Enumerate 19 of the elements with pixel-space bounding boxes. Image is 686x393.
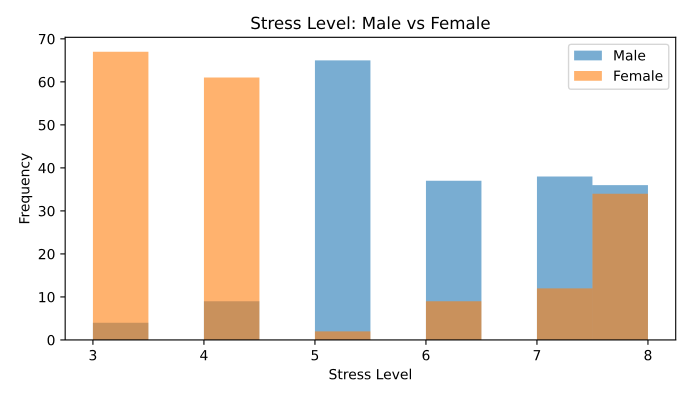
x-tick-label: 4: [200, 350, 208, 360]
y-tick-label: 70: [38, 34, 55, 44]
y-tick-label: 60: [38, 76, 55, 88]
legend-label: Female: [614, 70, 662, 81]
x-tick-label: 6: [422, 350, 430, 360]
legend-label: Male: [614, 50, 646, 61]
y-tick-label: 30: [38, 206, 55, 216]
y-tick-label: 50: [38, 120, 55, 130]
x-tick-label: 7: [534, 350, 540, 360]
y-tick-label: 10: [39, 292, 55, 302]
x-tick-label: 5: [312, 350, 318, 360]
y-tick-label: 20: [38, 248, 55, 260]
x-tick-label: 8: [644, 350, 652, 360]
y-tick-label: 0: [48, 334, 55, 346]
y-axis-title: Frequency: [19, 153, 32, 224]
y-tick-label: 40: [38, 162, 55, 174]
chart-title: Stress Level: Male vs Female: [251, 16, 490, 30]
x-tick-label: 3: [90, 350, 96, 360]
x-axis-title: Stress Level: [329, 368, 412, 380]
